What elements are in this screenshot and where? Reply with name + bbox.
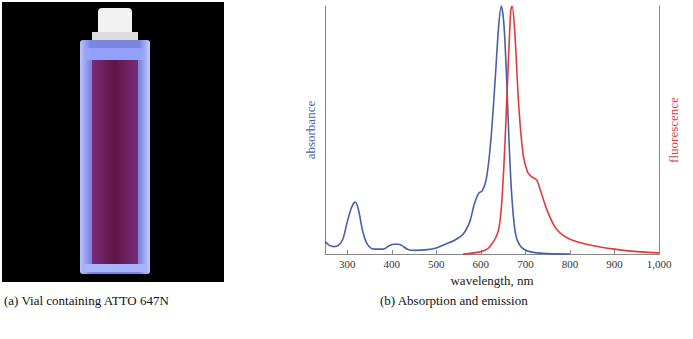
svg-text:900: 900	[606, 258, 623, 270]
html-text:(a) Vial containing ATTO 647N: (a) Vial containing ATTO 647N	[4, 293, 169, 308]
svg-text:absorbance: absorbance	[303, 101, 318, 160]
svg-text:1,000: 1,000	[647, 258, 672, 270]
svg-text:fluorescence: fluorescence	[666, 97, 681, 163]
svg-text:400: 400	[384, 258, 401, 270]
html-text:(b) Absorption and emission: (b) Absorption and emission	[380, 293, 528, 308]
svg-text:600: 600	[473, 258, 490, 270]
svg-text:500: 500	[428, 258, 445, 270]
svg-text:300: 300	[339, 258, 356, 270]
svg-text:800: 800	[562, 258, 579, 270]
svg-text:700: 700	[517, 258, 534, 270]
svg-text:wavelength, nm: wavelength, nm	[450, 273, 533, 288]
